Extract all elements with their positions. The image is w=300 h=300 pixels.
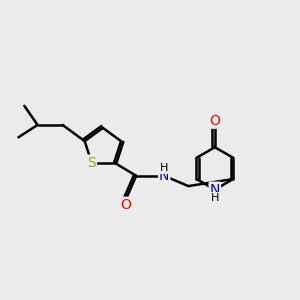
Text: N: N [159,169,169,183]
Text: N: N [210,183,220,196]
Text: H: H [160,163,168,173]
Text: H: H [211,193,219,203]
Text: S: S [87,155,96,170]
Text: O: O [209,114,220,128]
Text: O: O [121,198,131,212]
